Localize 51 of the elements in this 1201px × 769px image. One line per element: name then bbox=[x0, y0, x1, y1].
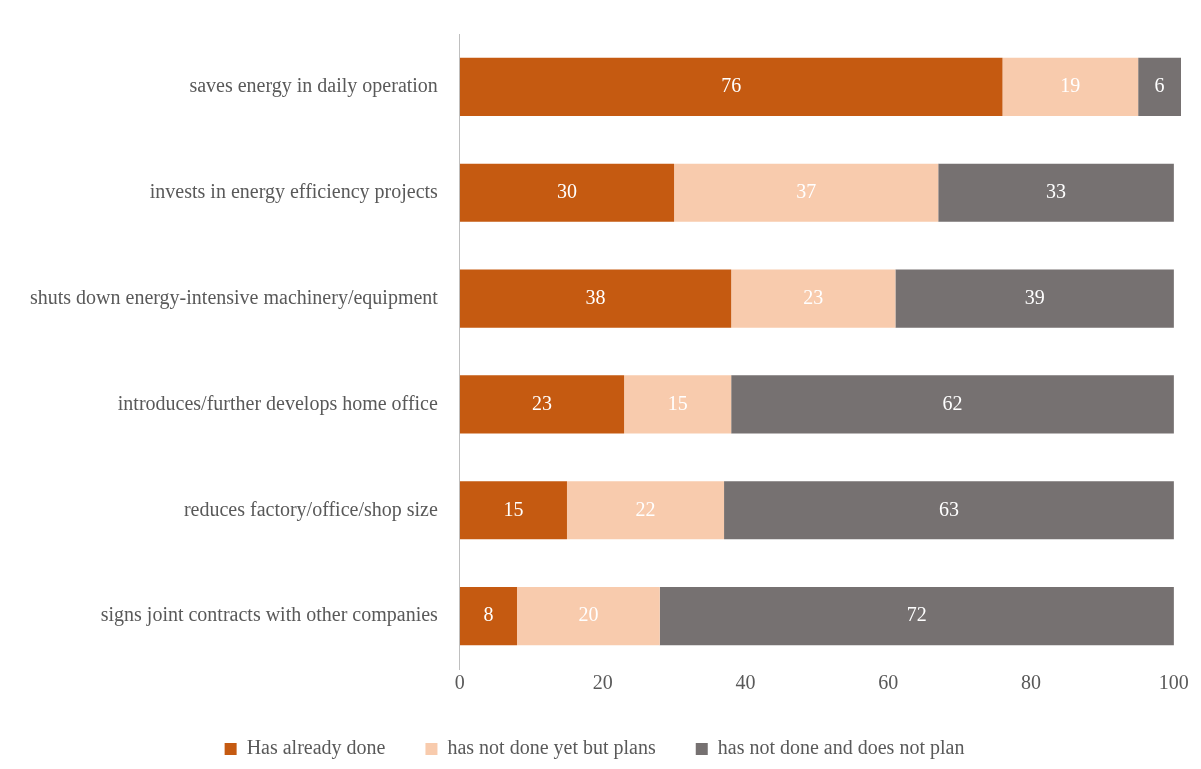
x-tick-label: 100 bbox=[1158, 671, 1189, 694]
bar bbox=[1138, 57, 1181, 117]
x-tick-label: 0 bbox=[454, 671, 465, 694]
x-tick-label: 80 bbox=[1021, 671, 1042, 694]
bar bbox=[566, 481, 725, 540]
data-label: 15 bbox=[503, 497, 524, 520]
data-label: 39 bbox=[1024, 285, 1045, 308]
y-tick-label: signs joint contracts with other companies bbox=[100, 603, 439, 627]
bar bbox=[659, 586, 1174, 646]
y-tick-label: saves energy in daily operation bbox=[189, 74, 438, 98]
legend-label: has not done yet but plans bbox=[447, 736, 656, 760]
data-label: 23 bbox=[531, 391, 552, 414]
bar bbox=[731, 269, 896, 328]
y-tick-label: invests in energy efficiency projects bbox=[149, 180, 439, 203]
bar bbox=[895, 269, 1174, 328]
bar bbox=[459, 269, 732, 328]
x-tick-label: 20 bbox=[592, 671, 613, 694]
data-label: 33 bbox=[1046, 180, 1067, 202]
bar bbox=[674, 163, 939, 222]
bar bbox=[459, 586, 517, 646]
bar bbox=[516, 586, 660, 646]
data-label: 38 bbox=[585, 285, 606, 308]
bar bbox=[1002, 57, 1139, 117]
bar bbox=[731, 375, 1174, 434]
x-tick-label: 40 bbox=[735, 671, 756, 694]
data-label: 76 bbox=[721, 74, 742, 97]
y-tick-label: reduces factory/office/shop size bbox=[183, 497, 438, 521]
x-tick-label: 60 bbox=[878, 671, 899, 694]
bar bbox=[459, 57, 1003, 117]
data-label: 62 bbox=[942, 391, 963, 414]
data-label: 63 bbox=[938, 497, 959, 520]
data-label: 20 bbox=[578, 603, 599, 626]
data-label: 8 bbox=[483, 603, 494, 626]
data-label: 30 bbox=[556, 180, 577, 202]
data-label: 15 bbox=[667, 391, 688, 414]
bar bbox=[459, 163, 675, 222]
data-label: 72 bbox=[906, 603, 927, 626]
bar bbox=[459, 375, 625, 434]
legend-label: Has already done bbox=[246, 736, 386, 760]
bar bbox=[938, 163, 1174, 222]
bar bbox=[724, 481, 1174, 540]
data-label: 23 bbox=[803, 285, 824, 308]
data-label: 22 bbox=[635, 497, 656, 520]
data-label: 6 bbox=[1154, 74, 1165, 97]
y-tick-label: shuts down energy-intensive machinery/equipment bbox=[30, 285, 439, 309]
bar bbox=[624, 375, 732, 434]
bar bbox=[459, 481, 567, 540]
data-label: 19 bbox=[1060, 74, 1081, 97]
y-tick-label: introduces/further develops home office bbox=[117, 391, 438, 415]
legend-label: has not done and does not plan bbox=[717, 736, 965, 760]
data-label: 37 bbox=[796, 180, 817, 202]
